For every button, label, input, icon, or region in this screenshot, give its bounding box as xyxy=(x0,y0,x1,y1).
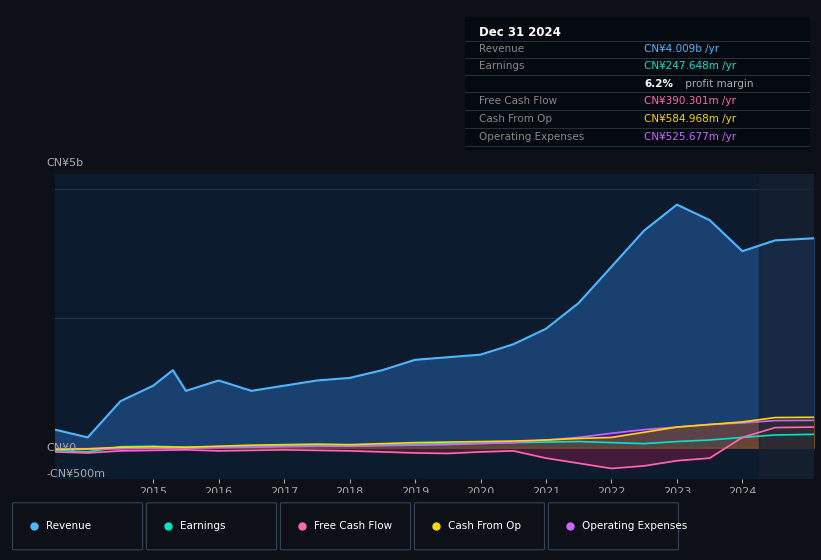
Text: CN¥5b: CN¥5b xyxy=(47,158,84,168)
Text: Revenue: Revenue xyxy=(479,44,524,54)
Text: CN¥247.648m /yr: CN¥247.648m /yr xyxy=(644,61,736,71)
Text: Free Cash Flow: Free Cash Flow xyxy=(314,521,392,531)
Text: Dec 31 2024: Dec 31 2024 xyxy=(479,26,561,39)
Text: Cash From Op: Cash From Op xyxy=(479,114,552,124)
Text: CN¥0: CN¥0 xyxy=(47,443,77,453)
Text: -CN¥500m: -CN¥500m xyxy=(47,469,106,479)
Text: Cash From Op: Cash From Op xyxy=(448,521,521,531)
Text: CN¥390.301m /yr: CN¥390.301m /yr xyxy=(644,96,736,106)
Text: CN¥525.677m /yr: CN¥525.677m /yr xyxy=(644,132,736,142)
Text: CN¥584.968m /yr: CN¥584.968m /yr xyxy=(644,114,736,124)
Bar xyxy=(759,174,814,479)
Text: profit margin: profit margin xyxy=(682,78,754,88)
Text: Earnings: Earnings xyxy=(479,61,525,71)
Text: 6.2%: 6.2% xyxy=(644,78,673,88)
Text: CN¥4.009b /yr: CN¥4.009b /yr xyxy=(644,44,719,54)
Text: Revenue: Revenue xyxy=(46,521,91,531)
Text: Operating Expenses: Operating Expenses xyxy=(479,132,584,142)
Text: Earnings: Earnings xyxy=(181,521,226,531)
Text: Operating Expenses: Operating Expenses xyxy=(582,521,687,531)
Text: Free Cash Flow: Free Cash Flow xyxy=(479,96,557,106)
